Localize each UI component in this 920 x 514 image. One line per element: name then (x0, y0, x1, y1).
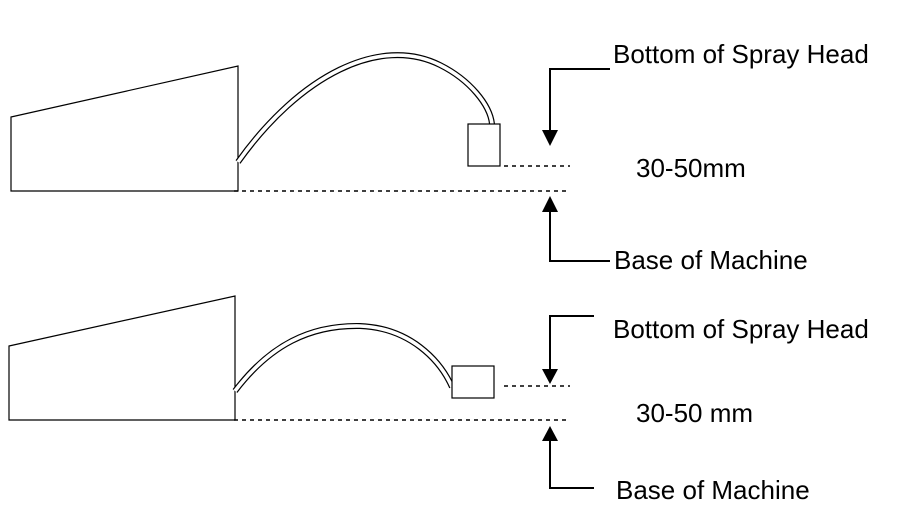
label-gap: 30-50 mm (636, 398, 753, 428)
spray-head (467, 123, 501, 167)
label-base-of-machine: Base of Machine (616, 475, 810, 505)
spray-hose (235, 52, 495, 164)
spray-head (451, 365, 495, 399)
spray-hose (232, 322, 455, 393)
label-bottom-of-spray-head: Bottom of Spray Head (613, 39, 869, 69)
diagram-1: Bottom of Spray Head 30-50mm Base of Mac… (10, 39, 869, 275)
down-arrow (542, 315, 594, 384)
label-gap: 30-50mm (636, 153, 746, 183)
up-arrow (542, 196, 610, 262)
machine-body (8, 295, 236, 421)
down-arrow (542, 68, 610, 146)
diagram-2: Bottom of Spray Head 30-50 mm Base of Ma… (8, 295, 869, 505)
up-arrow (542, 426, 594, 489)
label-bottom-of-spray-head: Bottom of Spray Head (613, 314, 869, 344)
label-base-of-machine: Base of Machine (614, 245, 808, 275)
machine-body (10, 65, 239, 192)
